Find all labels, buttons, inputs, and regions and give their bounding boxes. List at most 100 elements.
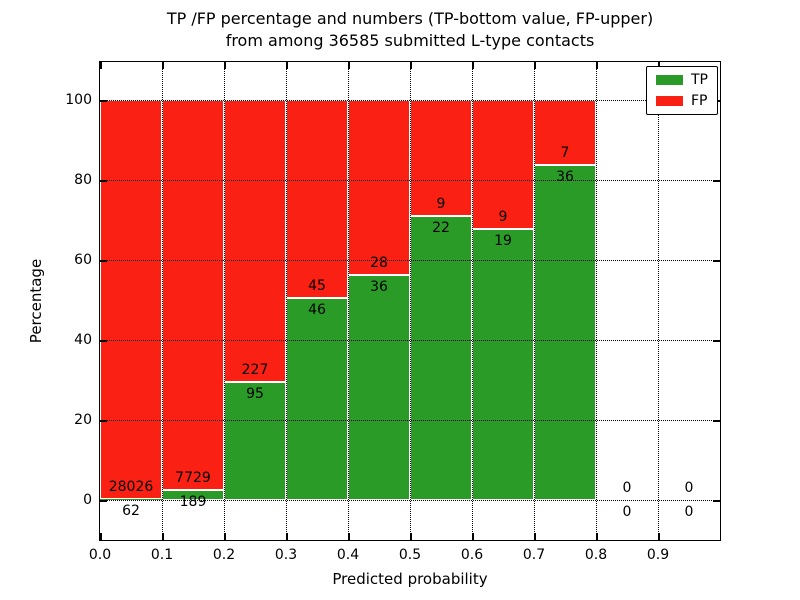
x-tick-mark <box>100 533 102 540</box>
fp-color-swatch <box>656 96 683 106</box>
bar-segment-fp <box>286 100 348 298</box>
x-tick-mark <box>658 62 660 69</box>
bar-count-label-fp: 9 <box>498 209 508 225</box>
x-tick-label: 0.0 <box>88 547 112 563</box>
y-axis-label: Percentage <box>27 258 45 344</box>
chart-title-line1: TP /FP percentage and numbers (TP-bottom… <box>166 9 654 28</box>
bar-count-label-fp: 7729 <box>175 470 211 486</box>
bar-count-label-tp: 0 <box>622 504 632 520</box>
bar-count-label-tp: 62 <box>122 503 140 519</box>
x-tick-mark <box>348 62 350 69</box>
bar-segment-tp <box>410 216 472 500</box>
y-tick-mark <box>713 340 720 342</box>
bar-segment-tp <box>472 229 534 500</box>
x-tick-mark <box>410 62 412 69</box>
gridline-vertical <box>348 62 349 540</box>
bar-count-label-fp: 7 <box>560 145 570 161</box>
y-tick-mark <box>100 500 107 502</box>
bar-segment-tp <box>348 275 410 500</box>
chart-title: TP /FP percentage and numbers (TP-bottom… <box>167 8 653 52</box>
x-tick-label: 0.5 <box>398 547 422 563</box>
x-tick-label: 0.4 <box>336 547 360 563</box>
x-tick-mark <box>348 533 350 540</box>
legend-item-fp: FP <box>656 94 708 108</box>
y-tick-mark <box>100 180 107 182</box>
y-tick-mark <box>100 260 107 262</box>
bar-segment-fp <box>534 100 596 165</box>
gridline-vertical <box>286 62 287 540</box>
bar-count-label-tp: 36 <box>556 169 574 185</box>
bar-segment-fp <box>100 100 162 499</box>
bar-count-label-fp: 0 <box>622 480 632 496</box>
bar-count-label-fp: 0 <box>684 480 694 496</box>
legend-item-tp: TP <box>656 73 708 87</box>
x-tick-mark <box>162 533 164 540</box>
x-tick-mark <box>286 533 288 540</box>
x-tick-mark <box>162 62 164 69</box>
chart-title-line2: from among 36585 submitted L-type contac… <box>225 31 595 50</box>
y-tick-label: 40 <box>74 332 92 348</box>
gridline-vertical <box>596 62 597 540</box>
y-tick-mark <box>713 180 720 182</box>
gridline-vertical <box>224 62 225 540</box>
x-tick-label: 0.7 <box>522 547 546 563</box>
y-tick-label: 0 <box>83 492 92 508</box>
tp-color-swatch <box>656 75 683 85</box>
x-tick-mark <box>224 62 226 69</box>
bar-count-label-fp: 28026 <box>108 479 154 495</box>
bar-count-label-fp: 227 <box>241 362 269 378</box>
y-tick-label: 20 <box>74 412 92 428</box>
bar-segment-fp <box>348 100 410 275</box>
bar-count-label-fp: 28 <box>370 255 388 271</box>
legend-label-tp: TP <box>691 72 708 88</box>
bar-segment-tp <box>286 298 348 500</box>
y-tick-mark <box>100 340 107 342</box>
bar-count-label-tp: 189 <box>179 494 207 510</box>
bar-segment-tp <box>100 499 162 500</box>
y-tick-mark <box>713 420 720 422</box>
gridline-vertical <box>162 62 163 540</box>
bar-count-label-tp: 22 <box>432 220 450 236</box>
y-tick-label: 80 <box>74 172 92 188</box>
x-axis-label: Predicted probability <box>332 570 488 588</box>
x-tick-mark <box>472 533 474 540</box>
y-tick-label: 100 <box>65 92 92 108</box>
y-tick-mark <box>100 100 107 102</box>
x-tick-mark <box>410 533 412 540</box>
x-tick-mark <box>286 62 288 69</box>
x-tick-label: 0.8 <box>584 547 608 563</box>
x-tick-mark <box>472 62 474 69</box>
x-tick-label: 0.1 <box>150 547 174 563</box>
gridline-vertical <box>472 62 473 540</box>
bar-count-label-tp: 19 <box>494 233 512 249</box>
bar-count-label-tp: 0 <box>684 504 694 520</box>
bar-count-label-tp: 36 <box>370 279 388 295</box>
gridline-vertical <box>534 62 535 540</box>
x-tick-mark <box>596 533 598 540</box>
x-tick-mark <box>534 533 536 540</box>
bar-segment-fp <box>162 100 224 490</box>
y-tick-mark <box>713 260 720 262</box>
gridline-vertical <box>658 62 659 540</box>
legend: TP FP <box>646 66 718 115</box>
y-tick-mark <box>100 420 107 422</box>
x-tick-label: 0.6 <box>460 547 484 563</box>
bar-count-label-tp: 95 <box>246 386 264 402</box>
x-tick-mark <box>224 533 226 540</box>
x-tick-label: 0.2 <box>212 547 236 563</box>
plot-area: 28026 62 7729 189 227 95 45 46 28 36 9 22 9 19 7 36 0 0 0 0 <box>99 61 721 541</box>
x-tick-mark <box>534 62 536 69</box>
y-tick-mark <box>713 500 720 502</box>
bar-count-label-tp: 46 <box>308 302 326 318</box>
bar-count-label-fp: 9 <box>436 196 446 212</box>
x-tick-label: 0.9 <box>646 547 670 563</box>
bar-segment-tp <box>534 165 596 500</box>
x-tick-label: 0.3 <box>274 547 298 563</box>
y-tick-label: 60 <box>74 252 92 268</box>
legend-label-fp: FP <box>691 93 708 109</box>
bar-count-label-fp: 45 <box>308 278 326 294</box>
x-tick-mark <box>100 62 102 69</box>
bar-segment-tp <box>224 382 286 500</box>
x-tick-mark <box>658 533 660 540</box>
